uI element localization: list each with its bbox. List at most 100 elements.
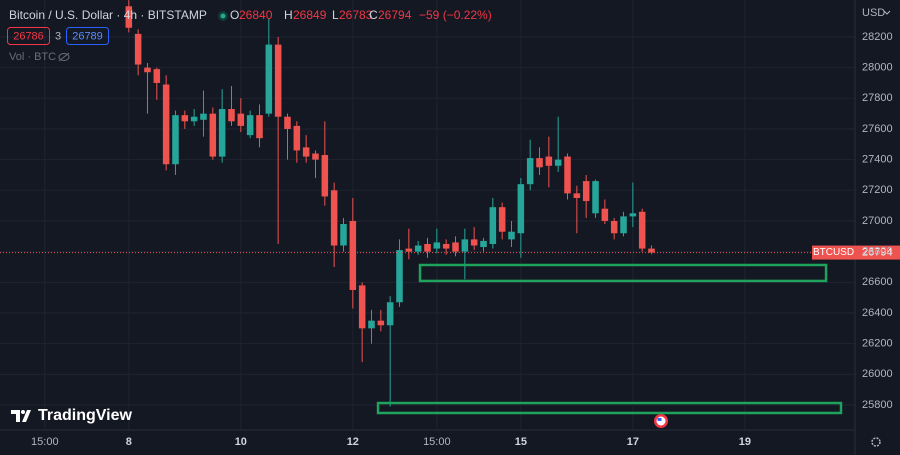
y-tick-label: 27800	[862, 92, 893, 104]
x-tick-label: 8	[126, 436, 132, 448]
h-value: 26849	[293, 8, 327, 22]
candle-body	[256, 115, 263, 139]
ask[interactable]: 26789	[72, 30, 103, 42]
candle-body	[284, 116, 291, 129]
candle-body	[396, 250, 403, 303]
candle-body	[190, 116, 198, 122]
eye-icon-slash	[58, 52, 70, 62]
candle-body	[265, 44, 273, 114]
price-label: 26794	[862, 246, 893, 258]
brand-icon-dot	[21, 410, 25, 414]
candle-body	[172, 115, 179, 165]
candle-body	[237, 113, 245, 126]
event-icon-flag	[657, 418, 662, 421]
y-tick-label: 27400	[862, 154, 893, 166]
l-value: 26783	[339, 8, 373, 22]
candle-body	[592, 181, 599, 214]
symbol-label: BTCUSD	[813, 247, 854, 258]
overlays: BTCUSD 26794	[0, 245, 900, 415]
candle-body	[554, 159, 562, 166]
candle-body	[358, 285, 366, 329]
x-tick-label: 15:00	[423, 436, 451, 448]
h-label: H	[284, 8, 293, 22]
l-label: L	[332, 8, 339, 22]
candle-body	[526, 158, 534, 185]
symbol-box	[812, 245, 855, 260]
candle-body	[470, 239, 478, 246]
candle-body	[312, 153, 319, 160]
candle-body	[209, 113, 217, 157]
o-value: 26840	[239, 8, 273, 22]
candle-body	[480, 240, 487, 248]
candle-body	[452, 242, 459, 252]
candle-body	[414, 245, 422, 252]
volume-label: Vol · BTC	[9, 51, 56, 63]
y-tick-label: 28000	[862, 62, 893, 74]
y-tick-label: 26200	[862, 338, 893, 350]
candle-body	[489, 207, 497, 244]
candle-body	[274, 44, 282, 117]
candle-body	[181, 115, 189, 122]
candle-body	[610, 220, 618, 234]
y-tick-label: 26600	[862, 276, 893, 288]
c-value: 26794	[378, 8, 412, 22]
y-tick-label: 27200	[862, 184, 893, 196]
plot	[125, 0, 655, 407]
candle-body	[638, 211, 646, 249]
candle-body	[349, 220, 357, 290]
candle-body	[601, 208, 609, 221]
candle-body	[629, 213, 637, 217]
y-tick-label: 26400	[862, 307, 893, 319]
change: −59 (−0.22%)	[419, 8, 492, 22]
candle-body	[302, 147, 310, 157]
candle-body	[442, 243, 450, 249]
candle-body	[564, 156, 571, 194]
c-label: C	[369, 8, 378, 22]
x-tick-label: 10	[235, 436, 247, 448]
x-tick-label: 15	[515, 436, 527, 448]
chart-title: Bitcoin / U.S. Dollar · 4h · BITSTAMP	[9, 8, 207, 22]
candle-body	[330, 190, 338, 246]
y-tick-label: 27600	[862, 123, 893, 135]
zone-box[interactable]	[376, 401, 843, 415]
candle-body	[340, 224, 347, 246]
candle-body	[386, 302, 394, 326]
candle-body	[144, 67, 151, 73]
candle-body	[573, 193, 581, 198]
candle-body	[200, 113, 207, 120]
price-box	[855, 245, 900, 260]
candle-body	[228, 109, 235, 122]
x-tick-label: 12	[347, 436, 359, 448]
y-tick-label: 25800	[862, 399, 893, 411]
candle-body	[424, 243, 431, 252]
settings-icon[interactable]	[871, 437, 881, 447]
zone-box[interactable]	[418, 263, 828, 283]
ask-box[interactable]	[66, 27, 109, 45]
candle-body	[648, 248, 655, 253]
eye-icon[interactable]	[58, 53, 70, 61]
candle-body	[153, 69, 161, 83]
candle-body	[620, 216, 627, 234]
candle-body	[545, 156, 553, 166]
candle-body	[498, 207, 506, 232]
x-tick-label: 19	[739, 436, 751, 448]
candle-body	[162, 84, 170, 165]
candle-body	[405, 248, 413, 252]
x-tick-label: 17	[627, 436, 639, 448]
candle-body	[368, 320, 375, 329]
currency-caret	[883, 10, 891, 15]
bid[interactable]: 26786	[13, 30, 44, 42]
o-label: O	[230, 8, 239, 22]
candle-body	[433, 242, 441, 249]
currency[interactable]: USD	[862, 7, 885, 19]
candle-body	[517, 184, 525, 234]
bid-box[interactable]	[7, 27, 50, 45]
candle-body	[134, 33, 142, 65]
brand: TradingView	[38, 407, 133, 424]
candle-body	[246, 115, 254, 136]
y-tick-label: 26000	[862, 368, 893, 380]
spread: 3	[55, 30, 61, 42]
y-tick-label: 28200	[862, 31, 893, 43]
